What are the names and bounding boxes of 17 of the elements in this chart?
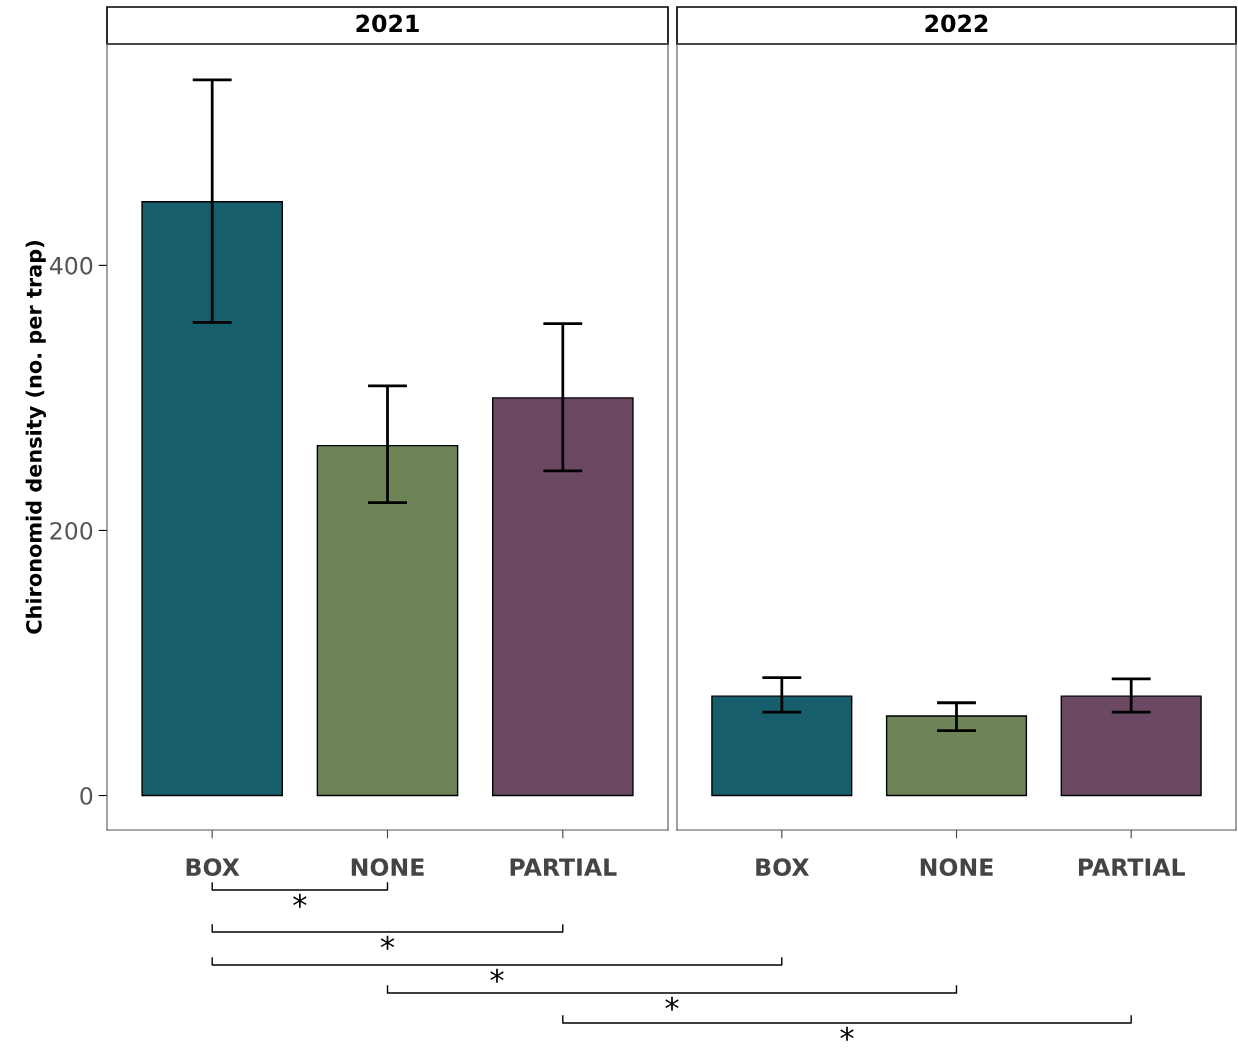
x-tick-label: NONE	[920, 858, 993, 877]
text: *	[840, 1026, 854, 1041]
x-tick-label: BOX	[186, 858, 240, 877]
chart-title: 2021	[356, 14, 419, 33]
text: *	[490, 968, 504, 983]
x-tick-label: BOX	[756, 858, 810, 877]
x-tick-label: PARTIAL	[1078, 858, 1185, 876]
y-axis-title: Chironomid density (no. per trap)	[25, 241, 46, 634]
y-tick-label: 400	[49, 256, 93, 275]
chart-title: 2022	[925, 14, 988, 33]
y-tick-label: 200	[50, 521, 93, 540]
text: *	[665, 996, 679, 1011]
text: *	[380, 935, 395, 950]
text: *	[293, 893, 307, 908]
x-tick-label: NONE	[351, 858, 424, 877]
x-tick-label: PARTIAL	[510, 858, 617, 876]
y-tick-label: 0	[80, 786, 93, 805]
